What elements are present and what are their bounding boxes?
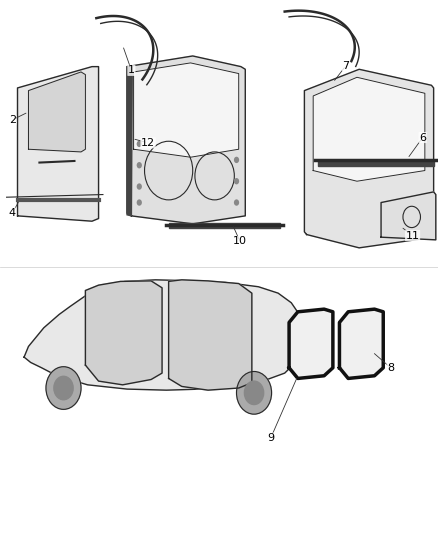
Circle shape [234,178,239,184]
Text: 10: 10 [233,237,247,246]
Circle shape [137,141,142,147]
Circle shape [244,381,264,405]
Circle shape [54,376,73,400]
Text: 1: 1 [128,66,135,75]
Polygon shape [127,66,132,216]
Text: 8: 8 [387,363,394,373]
Circle shape [237,372,272,414]
Circle shape [137,199,142,206]
Polygon shape [127,56,245,224]
Text: 6: 6 [419,133,426,142]
Polygon shape [169,223,280,228]
Polygon shape [318,161,434,166]
Circle shape [234,199,239,206]
Circle shape [137,183,142,190]
Text: 12: 12 [141,138,155,148]
Text: 11: 11 [406,231,420,240]
Polygon shape [134,63,239,157]
Polygon shape [313,77,425,181]
Text: 4: 4 [9,208,16,218]
Circle shape [234,157,239,163]
Polygon shape [304,69,434,248]
Polygon shape [169,280,252,390]
Polygon shape [339,309,383,378]
Circle shape [46,367,81,409]
Text: 2: 2 [9,115,16,125]
Polygon shape [18,67,99,221]
Polygon shape [24,280,304,390]
Text: 9: 9 [267,433,274,443]
Polygon shape [28,72,85,152]
Circle shape [137,162,142,168]
Polygon shape [85,281,162,385]
Polygon shape [381,192,436,240]
Polygon shape [289,309,333,378]
Text: 7: 7 [343,61,350,70]
